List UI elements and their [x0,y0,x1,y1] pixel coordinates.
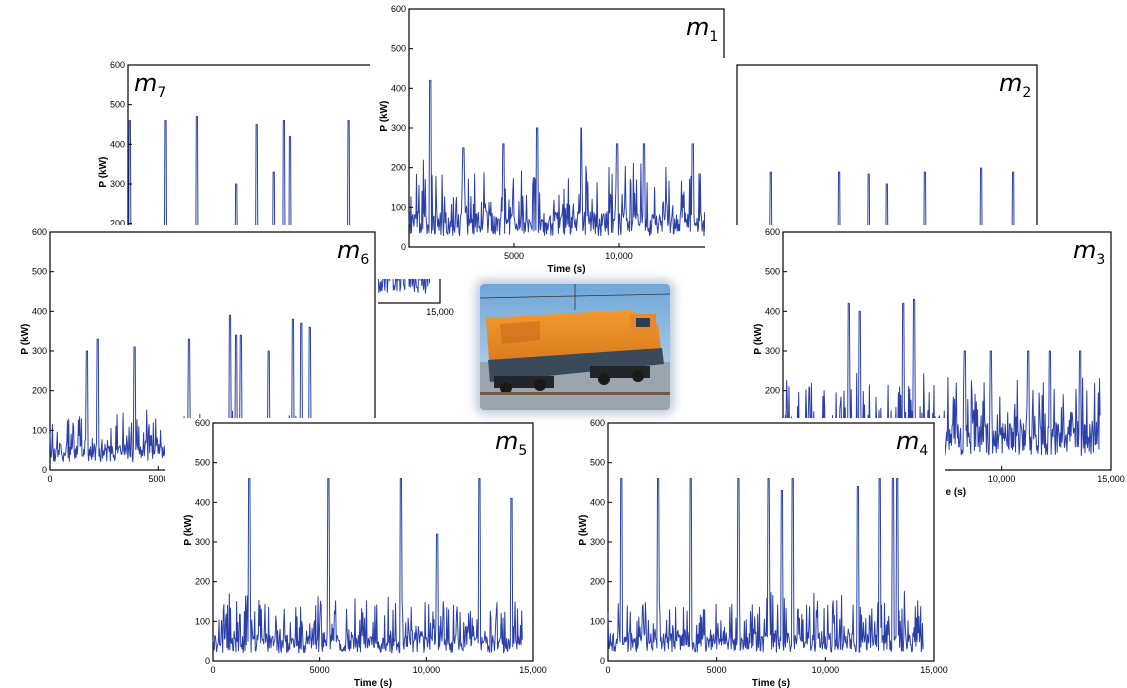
y-tick-label: 600 [391,4,406,14]
y-tick-label: 100 [32,425,47,435]
power-series-line [607,478,924,653]
y-tick-label: 100 [391,202,406,212]
x-tick-label: 15,000 [426,307,454,317]
chart-svg: 0 100 200 300 400 500 600 0 5000 10,000 15,000 Time… [578,418,948,688]
y-tick-label: 500 [391,44,406,54]
y-axis-label: P (kW) [98,157,109,188]
y-tick-label: 300 [195,537,210,547]
y-tick-label: 200 [391,163,406,173]
y-tick-label: 600 [110,60,125,70]
panel-title: m2 [999,69,1031,101]
y-axis-label: P (kW) [379,101,390,132]
y-tick-label: 500 [195,458,210,468]
power-series-line [408,79,725,237]
x-axis-label: Time (s) [354,678,392,688]
y-tick-label: 400 [195,497,210,507]
panel-title: m4 [896,427,928,459]
y-tick-label: 400 [765,306,780,316]
x-tick-label: 5000 [504,251,524,261]
x-tick-label: 10,000 [605,251,633,261]
y-axis-label: P (kW) [183,515,194,546]
y-axis-label: P (kW) [578,515,589,546]
y-tick-label: 100 [195,616,210,626]
y-axis-label: P (kW) [753,324,764,355]
y-tick-label: 400 [391,83,406,93]
y-tick-label: 200 [765,386,780,396]
panel-title: m5 [495,427,527,459]
panel-title: m6 [337,236,369,268]
y-tick-label: 600 [195,418,210,428]
y-tick-label: 200 [590,577,605,587]
y-tick-label: 300 [32,346,47,356]
chart-svg: 0 100 200 300 400 500 600 0 5000 10,000 15,000 Time… [183,418,547,688]
y-tick-label: 300 [590,537,605,547]
y-tick-label: 0 [600,656,605,666]
y-axis-label: P (kW) [20,324,31,355]
y-tick-label: 600 [590,418,605,428]
y-tick-label: 0 [205,656,210,666]
panel-m5: 0 100 200 300 400 500 600 0 5000 10,000 15,000 Time… [165,418,547,688]
y-tick-label: 600 [765,227,780,237]
y-tick-label: 200 [110,219,125,229]
y-tick-label: 400 [590,497,605,507]
y-tick-label: 300 [110,179,125,189]
plot-area [212,422,534,662]
y-tick-label: 300 [765,346,780,356]
y-tick-label: 0 [42,465,47,475]
y-tick-label: 500 [590,458,605,468]
x-tick-label: 0 [605,665,610,675]
diesel-locomotive-photo [480,284,670,410]
x-tick-label: 15,000 [920,665,948,675]
panel-m1: 0 100 200 300 400 500 600 5000 10,000 Time (s) P (… [370,4,740,279]
y-tick-label: 500 [32,267,47,277]
y-tick-label: 600 [32,227,47,237]
x-tick-label: 5000 [148,474,168,484]
x-tick-label: 10,000 [812,665,840,675]
y-tick-label: 200 [195,577,210,587]
x-axis-label: Time (s) [928,487,966,498]
y-tick-label: 400 [110,139,125,149]
y-tick-label: 500 [110,100,125,110]
x-axis-label: Time (s) [752,678,790,688]
x-axis-label: Time (s) [547,264,585,275]
x-tick-label: 10,000 [413,665,441,675]
y-tick-label: 300 [391,123,406,133]
x-tick-label: 10,000 [988,474,1016,484]
y-tick-label: 500 [765,267,780,277]
y-tick-label: 100 [590,616,605,626]
x-tick-label: 5000 [310,665,330,675]
x-tick-label: 15,000 [519,665,547,675]
panel-title: m1 [686,13,718,45]
power-series-line [212,478,523,654]
x-tick-label: 0 [47,474,52,484]
x-tick-label: 5000 [707,665,727,675]
panel-m4: 0 100 200 300 400 500 600 0 5000 10,000 15,000 Time… [560,418,948,688]
chart-svg: 0 100 200 300 400 500 600 5000 10,000 Time (s) P (… [379,4,725,275]
x-tick-label: 0 [210,665,215,675]
y-tick-label: 400 [32,306,47,316]
panel-title: m7 [134,69,166,101]
y-tick-label: 200 [32,386,47,396]
panel-title: m3 [1073,236,1105,268]
y-tick-label: 0 [401,242,406,252]
x-tick-label: 15,000 [1097,474,1125,484]
